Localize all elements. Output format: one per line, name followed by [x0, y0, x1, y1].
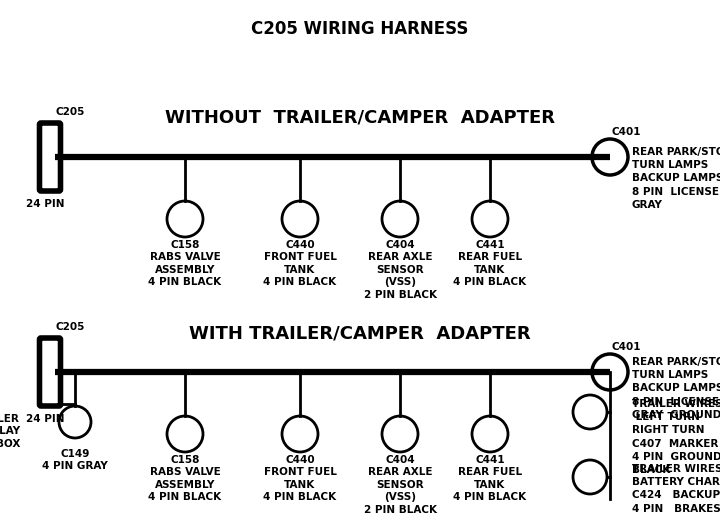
Circle shape: [472, 201, 508, 237]
Circle shape: [167, 416, 203, 452]
Text: 24 PIN: 24 PIN: [26, 199, 64, 209]
Circle shape: [573, 460, 607, 494]
Text: C205: C205: [55, 322, 84, 332]
Text: C404
REAR AXLE
SENSOR
(VSS)
2 PIN BLACK: C404 REAR AXLE SENSOR (VSS) 2 PIN BLACK: [364, 240, 436, 299]
Text: C401: C401: [612, 342, 642, 352]
Circle shape: [59, 406, 91, 438]
Text: TRAILER WIRES
BATTERY CHARGE
C424   BACKUP
4 PIN   BRAKES
GRAY: TRAILER WIRES BATTERY CHARGE C424 BACKUP…: [632, 464, 720, 517]
Circle shape: [573, 395, 607, 429]
Text: C404
REAR AXLE
SENSOR
(VSS)
2 PIN BLACK: C404 REAR AXLE SENSOR (VSS) 2 PIN BLACK: [364, 455, 436, 514]
Text: REAR PARK/STOP
TURN LAMPS
BACKUP LAMPS
8 PIN  LICENSE LAMPS
GRAY  GROUND: REAR PARK/STOP TURN LAMPS BACKUP LAMPS 8…: [632, 357, 720, 420]
Text: WITHOUT  TRAILER/CAMPER  ADAPTER: WITHOUT TRAILER/CAMPER ADAPTER: [165, 109, 555, 127]
Text: WITH TRAILER/CAMPER  ADAPTER: WITH TRAILER/CAMPER ADAPTER: [189, 324, 531, 342]
Circle shape: [592, 139, 628, 175]
FancyBboxPatch shape: [40, 123, 60, 191]
Text: C441
REAR FUEL
TANK
4 PIN BLACK: C441 REAR FUEL TANK 4 PIN BLACK: [454, 240, 526, 287]
Text: C205: C205: [55, 107, 84, 117]
Text: TRAILER
RELAY
BOX: TRAILER RELAY BOX: [0, 414, 20, 449]
Text: C440
FRONT FUEL
TANK
4 PIN BLACK: C440 FRONT FUEL TANK 4 PIN BLACK: [264, 455, 336, 502]
Text: C149
4 PIN GRAY: C149 4 PIN GRAY: [42, 449, 108, 472]
Text: C158
RABS VALVE
ASSEMBLY
4 PIN BLACK: C158 RABS VALVE ASSEMBLY 4 PIN BLACK: [148, 240, 222, 287]
FancyBboxPatch shape: [40, 338, 60, 406]
Text: C401: C401: [612, 127, 642, 137]
Text: 24 PIN: 24 PIN: [26, 414, 64, 424]
Circle shape: [592, 354, 628, 390]
Text: TRAILER WIRES
 LEFT TURN
RIGHT TURN
C407  MARKER
4 PIN  GROUND
BLACK: TRAILER WIRES LEFT TURN RIGHT TURN C407 …: [632, 399, 720, 475]
Circle shape: [382, 416, 418, 452]
Circle shape: [382, 201, 418, 237]
Text: C158
RABS VALVE
ASSEMBLY
4 PIN BLACK: C158 RABS VALVE ASSEMBLY 4 PIN BLACK: [148, 455, 222, 502]
Circle shape: [167, 201, 203, 237]
Text: C205 WIRING HARNESS: C205 WIRING HARNESS: [251, 20, 469, 38]
Text: REAR PARK/STOP
TURN LAMPS
BACKUP LAMPS
8 PIN  LICENSE LAMPS
GRAY: REAR PARK/STOP TURN LAMPS BACKUP LAMPS 8…: [632, 147, 720, 210]
Circle shape: [472, 416, 508, 452]
Text: C440
FRONT FUEL
TANK
4 PIN BLACK: C440 FRONT FUEL TANK 4 PIN BLACK: [264, 240, 336, 287]
Circle shape: [282, 416, 318, 452]
Circle shape: [282, 201, 318, 237]
Text: C441
REAR FUEL
TANK
4 PIN BLACK: C441 REAR FUEL TANK 4 PIN BLACK: [454, 455, 526, 502]
